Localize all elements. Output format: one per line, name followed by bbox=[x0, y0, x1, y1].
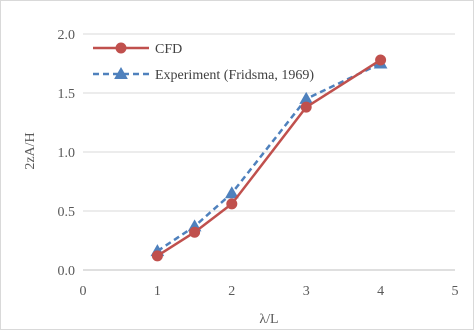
series-0-point-0 bbox=[151, 250, 163, 262]
legend-label-1: Experiment (Fridsma, 1969) bbox=[155, 68, 314, 83]
y-tick-label-1: 0.5 bbox=[58, 205, 76, 220]
series-0-point-4 bbox=[375, 54, 387, 66]
legend-label-0: CFD bbox=[155, 42, 182, 57]
legend: CFD Experiment (Fridsma, 1969) bbox=[93, 42, 314, 83]
x-tick-label-3: 3 bbox=[303, 284, 310, 299]
legend-marker-0 bbox=[115, 42, 127, 54]
y-tick-label-3: 1.5 bbox=[58, 87, 76, 102]
y-axis-title: 2zA/H bbox=[23, 132, 38, 169]
series-layer bbox=[150, 54, 388, 262]
x-tick-label-5: 5 bbox=[452, 284, 459, 299]
series-0-point-2 bbox=[226, 198, 238, 210]
y-tick-label-0: 0.0 bbox=[58, 264, 76, 279]
series-0-point-1 bbox=[189, 226, 201, 238]
legend-marker-1 bbox=[114, 66, 128, 79]
y-tick-label-2: 1.0 bbox=[58, 146, 76, 161]
x-tick-label-4: 4 bbox=[377, 284, 384, 299]
x-tick-label-0: 0 bbox=[80, 284, 87, 299]
series-0-point-3 bbox=[300, 101, 312, 113]
x-axis-title: λ/L bbox=[259, 312, 278, 327]
x-tick-label-2: 2 bbox=[228, 284, 235, 299]
series-1-point-2 bbox=[224, 186, 239, 199]
axes: 0.0 0.5 1.0 1.5 2.0 0 1 2 3 4 5 bbox=[58, 28, 459, 299]
x-tick-label-1: 1 bbox=[154, 284, 161, 299]
y-tick-label-4: 2.0 bbox=[58, 28, 76, 43]
